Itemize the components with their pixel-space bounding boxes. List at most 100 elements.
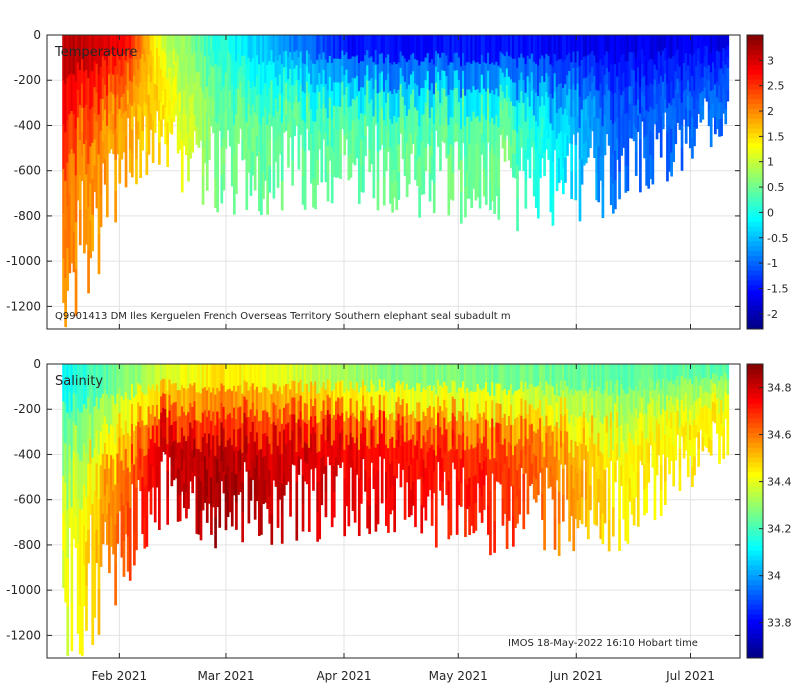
salinity-profile-segment: [185, 466, 188, 493]
salinity-profile-segment: [278, 364, 282, 387]
temperature-profile-segment: [570, 62, 573, 90]
salinity-profile-segment: [655, 364, 659, 383]
temperature-profile-segment: [505, 118, 509, 136]
temperature-profile-segment: [466, 143, 469, 172]
temperature-profile-segment: [659, 96, 663, 117]
temperature-profile-segment: [557, 59, 561, 85]
temperature-profile-segment: [264, 131, 267, 157]
salinity-profile-segment: [714, 373, 717, 384]
salinity-profile-segment: [628, 364, 632, 388]
temperature-profile-segment: [428, 62, 432, 91]
salinity-profile-segment: [191, 406, 195, 429]
temperature-profile-segment: [366, 50, 369, 66]
salinity-profile-segment: [207, 480, 211, 504]
temperature-profile-segment: [412, 125, 415, 144]
y-tick-label: -200: [14, 73, 41, 87]
temperature-profile-segment: [343, 74, 347, 96]
salinity-profile-segment: [326, 379, 330, 396]
salinity-profile-segment: [128, 436, 132, 473]
temperature-profile-segment: [414, 107, 417, 132]
salinity-profile-segment: [682, 442, 686, 459]
temperature-profile-segment: [120, 76, 124, 98]
temperature-profile-segment: [143, 35, 147, 49]
temperature-profile-segment: [720, 51, 723, 69]
salinity-profile-segment: [534, 410, 538, 434]
salinity-profile-segment: [430, 364, 434, 392]
temperature-profile-segment: [318, 72, 322, 93]
temperature-profile-segment: [108, 54, 111, 75]
salinity-profile-segment: [72, 422, 76, 452]
temperature-profile-segment: [389, 35, 392, 64]
temperature-profile-segment: [420, 35, 424, 62]
salinity-profile-segment: [151, 384, 155, 406]
salinity-profile-segment: [91, 551, 95, 599]
temperature-profile-segment: [64, 278, 67, 328]
salinity-profile-segment: [357, 364, 361, 394]
salinity-profile-segment: [453, 433, 457, 452]
salinity-profile-segment: [643, 389, 646, 415]
temperature-profile-segment: [699, 49, 703, 65]
temperature-profile-segment: [212, 51, 215, 68]
salinity-profile-segment: [108, 398, 111, 434]
salinity-profile-segment: [503, 413, 507, 440]
temperature-profile-segment: [87, 121, 90, 165]
salinity-profile-segment: [701, 436, 705, 452]
temperature-profile-segment: [507, 139, 511, 161]
temperature-profile-segment: [647, 35, 651, 61]
temperature-profile-segment: [124, 85, 128, 112]
salinity-profile-segment: [116, 423, 120, 455]
temperature-profile-segment: [366, 65, 369, 81]
salinity-profile-segment: [507, 364, 511, 391]
salinity-profile-segment: [247, 390, 251, 418]
temperature-profile-segment: [705, 90, 709, 102]
salinity-profile-segment: [353, 390, 357, 418]
temperature-profile-segment: [214, 63, 217, 93]
salinity-profile-segment: [622, 415, 626, 442]
salinity-profile-segment: [289, 389, 292, 416]
temperature-profile-segment: [226, 114, 230, 131]
temperature-profile-segment: [470, 121, 474, 151]
temperature-profile-segment: [507, 76, 511, 98]
colorbar-band: [747, 324, 763, 330]
temperature-profile-segment: [589, 91, 592, 111]
salinity-profile-segment: [580, 470, 584, 498]
temperature-profile-segment: [68, 193, 72, 234]
salinity-profile-segment: [116, 364, 120, 395]
temperature-profile-segment: [557, 35, 561, 60]
salinity-profile-segment: [255, 364, 259, 388]
salinity-profile-segment: [537, 385, 540, 408]
temperature-profile-segment: [93, 35, 97, 62]
salinity-profile-segment: [509, 364, 513, 385]
salinity-profile-segment: [93, 448, 97, 492]
temperature-profile-segment: [684, 53, 688, 72]
temperature-profile-segment: [718, 35, 721, 53]
salinity-profile-segment: [405, 462, 409, 483]
temperature-profile-segment: [341, 66, 344, 83]
salinity-profile-segment: [199, 510, 203, 541]
salinity-profile-segment: [395, 439, 399, 460]
temperature-profile-segment: [301, 147, 305, 177]
salinity-profile-segment: [316, 452, 319, 483]
temperature-profile-segment: [85, 174, 88, 210]
salinity-profile-segment: [230, 472, 234, 500]
temperature-profile-segment: [205, 138, 209, 165]
temperature-profile-segment: [351, 120, 355, 142]
salinity-profile-segment: [268, 390, 272, 418]
salinity-profile-segment: [355, 456, 359, 475]
temperature-profile-segment: [437, 53, 440, 73]
temperature-profile-segment: [437, 109, 440, 129]
salinity-profile-segment: [670, 444, 673, 462]
temperature-profile-segment: [484, 91, 488, 121]
salinity-profile-segment: [212, 459, 215, 484]
temperature-profile-segment: [162, 62, 165, 78]
salinity-profile-segment: [239, 427, 242, 450]
temperature-profile-segment: [616, 76, 619, 98]
temperature-profile-segment: [291, 110, 294, 136]
salinity-profile-segment: [716, 364, 719, 376]
salinity-profile-segment: [153, 364, 157, 391]
temperature-profile-segment: [722, 87, 726, 101]
salinity-profile-segment: [218, 418, 222, 447]
salinity-profile-segment: [539, 400, 542, 419]
temperature-profile-segment: [664, 73, 667, 87]
salinity-profile-segment: [76, 408, 80, 455]
